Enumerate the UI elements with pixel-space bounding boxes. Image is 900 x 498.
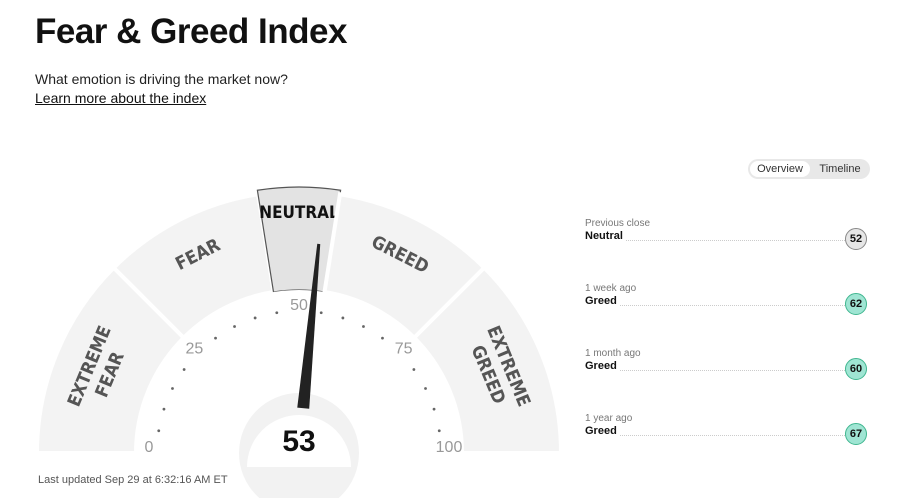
history-rating: Neutral xyxy=(585,230,626,242)
tick-dot xyxy=(341,316,345,320)
tick-dot xyxy=(253,316,257,320)
tick-dot xyxy=(319,311,323,315)
history-item: Previous close Neutral 52 xyxy=(585,218,867,258)
tick-dot xyxy=(424,387,427,390)
history-value-badge: 62 xyxy=(845,293,867,315)
history-label: 1 year ago xyxy=(585,413,633,424)
history-item: 1 week ago Greed 62 xyxy=(585,283,867,323)
gauge-needle xyxy=(297,243,321,409)
tick-dot xyxy=(214,336,217,340)
history-item: 1 month ago Greed 60 xyxy=(585,348,867,388)
tab-timeline[interactable]: Timeline xyxy=(819,163,861,175)
tick-dot xyxy=(437,429,441,433)
history-label: Previous close xyxy=(585,218,651,229)
tick-dot xyxy=(381,336,384,340)
tick-dot xyxy=(432,407,436,411)
gauge-hub xyxy=(247,415,351,467)
history-label: 1 week ago xyxy=(585,283,637,294)
dotted-leader xyxy=(585,435,845,436)
gauge-inner xyxy=(136,290,462,453)
last-updated: Last updated Sep 29 at 6:32:16 AM ET xyxy=(38,474,228,486)
history-label: 1 month ago xyxy=(585,348,641,359)
history-value-badge: 52 xyxy=(845,228,867,250)
dotted-leader xyxy=(585,370,845,371)
history-rating: Greed xyxy=(585,425,620,437)
tick-dot xyxy=(233,325,236,328)
tick-label: 75 xyxy=(395,340,413,357)
tick-dot xyxy=(412,368,416,371)
dotted-leader xyxy=(585,240,845,241)
tick-dot xyxy=(182,368,186,371)
subtitle: What emotion is driving the market now? xyxy=(35,71,288,87)
gauge-value: 53 xyxy=(282,425,315,458)
history-value-badge: 60 xyxy=(845,358,867,380)
page-title: Fear & Greed Index xyxy=(35,12,347,51)
tick-label: 0 xyxy=(145,439,154,456)
history-item: 1 year ago Greed 67 xyxy=(585,413,867,453)
tab-overview[interactable]: Overview xyxy=(750,161,810,177)
tick-label: 25 xyxy=(185,340,203,357)
tick-dot xyxy=(171,387,174,390)
tick-dot xyxy=(362,325,365,328)
tick-dot xyxy=(157,429,161,433)
tick-dot xyxy=(162,407,166,411)
tick-dot xyxy=(275,311,279,315)
segment-label: NEUTRAL xyxy=(259,203,339,223)
tick-label: 50 xyxy=(290,297,308,314)
history-value-badge: 67 xyxy=(845,423,867,445)
history-rating: Greed xyxy=(585,360,620,372)
learn-more-link[interactable]: Learn more about the index xyxy=(35,90,207,106)
dotted-leader xyxy=(585,305,845,306)
view-toggle: Overview Timeline xyxy=(748,159,870,179)
history-rating: Greed xyxy=(585,295,620,307)
tick-label: 100 xyxy=(436,439,463,456)
